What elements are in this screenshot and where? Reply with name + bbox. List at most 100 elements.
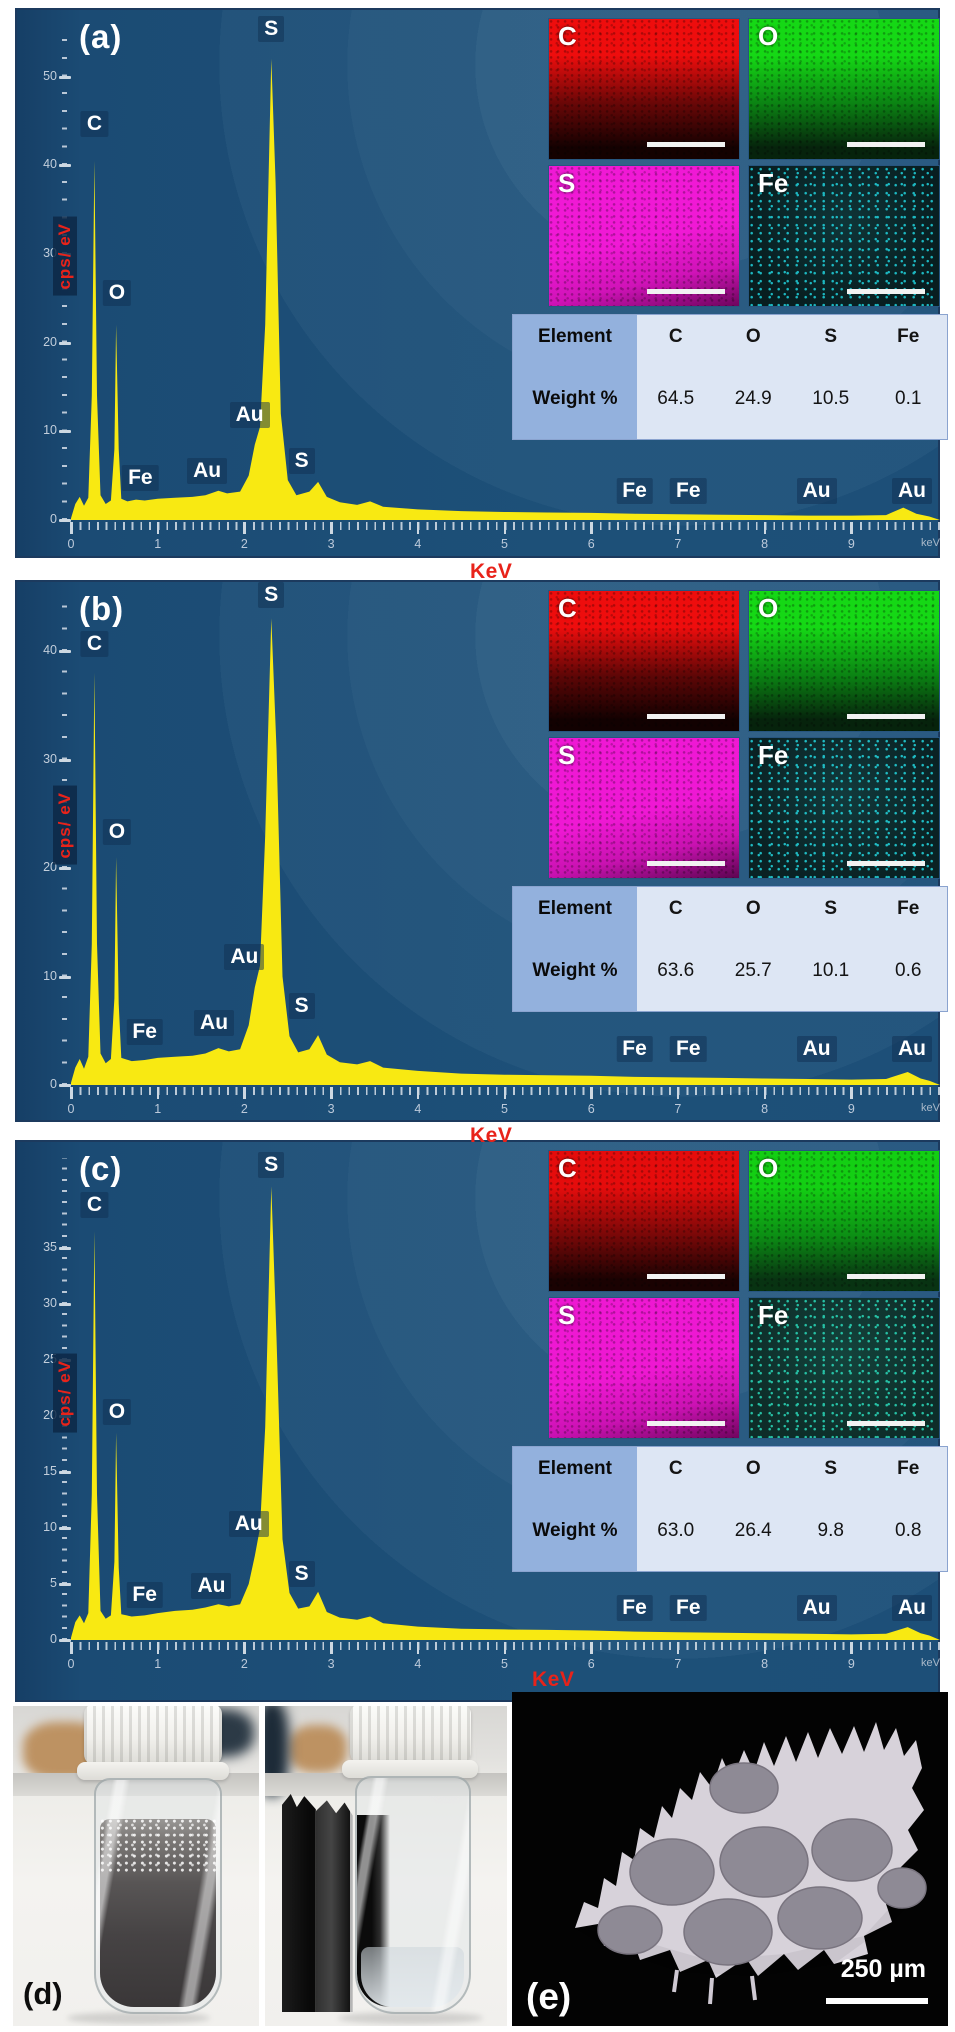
panel-e-label: (e) <box>526 1976 572 2017</box>
table-weight-value: 10.5 <box>792 359 870 439</box>
vial-body <box>354 1776 471 2014</box>
y-axis-major-tick <box>59 1084 71 1087</box>
element-map-c: C <box>548 18 740 160</box>
peak-label-fe: Fe <box>670 477 707 504</box>
peak-label-fe: Fe <box>126 1582 163 1609</box>
table-weight-value: 0.8 <box>869 1491 947 1571</box>
x-axis-tick-label: 9 <box>847 537 855 551</box>
peak-label-au: Au <box>891 1594 932 1621</box>
y-axis-title: cps/ eV <box>53 1353 77 1433</box>
sem-scale-bar-label: 250 µm <box>840 1955 926 1983</box>
x-axis-tick-label: 2 <box>240 1657 248 1671</box>
photo-vial-magnet-separation <box>265 1706 507 2026</box>
x-axis-major-tick <box>676 1642 680 1654</box>
x-axis-major-tick <box>503 1087 506 1099</box>
peak-label-fe: Fe <box>616 1594 653 1621</box>
table-column-header: Fe <box>869 315 947 359</box>
weight-percent-table: Element C O S Fe Weight % 64.5 24.9 10.5 0.1 <box>512 314 948 440</box>
element-map-fe: Fe <box>748 165 940 307</box>
x-axis-tick-label: 1 <box>154 1657 162 1671</box>
map-element-label: S <box>558 740 576 770</box>
map-element-label: C <box>558 1153 577 1183</box>
peak-label-s: S <box>288 447 315 474</box>
vial-with-black-dispersion <box>13 1706 259 2026</box>
x-axis-major-tick <box>156 1087 160 1099</box>
y-axis-major-tick <box>59 519 71 522</box>
x-axis-tick-label: 5 <box>501 1102 508 1116</box>
fe-speckles <box>749 166 939 306</box>
map-noise-texture <box>749 1151 939 1291</box>
map-scale-bar <box>647 714 725 719</box>
peak-label-au: Au <box>229 402 270 429</box>
peak-label-au: Au <box>796 1036 837 1063</box>
table-weight-value: 0.6 <box>869 931 947 1011</box>
map-element-label: S <box>558 168 576 198</box>
x-axis-tick-label: 2 <box>240 1102 248 1116</box>
x-axis-major-tick <box>763 522 767 534</box>
table-row-label: Weight % <box>513 1491 637 1571</box>
table-weight-value: 26.4 <box>714 1491 792 1571</box>
map-scale-bar <box>847 714 925 719</box>
x-axis-tick-label: 8 <box>761 537 769 551</box>
x-axis-tick-label: 7 <box>674 1102 682 1116</box>
peak-label-au: Au <box>891 1036 932 1063</box>
x-axis-tick-label: 0 <box>67 1102 75 1116</box>
table-weight-value: 9.8 <box>792 1491 870 1571</box>
panel-letter-label: (a) <box>79 18 123 55</box>
y-axis-tick-label: 10 <box>43 1520 57 1534</box>
x-axis-major-tick <box>590 1642 593 1654</box>
x-axis-tick-label: 6 <box>587 1657 595 1671</box>
y-axis-major-tick <box>59 758 71 762</box>
map-element-label: C <box>558 593 577 623</box>
peak-label-au: Au <box>194 1010 235 1037</box>
x-axis-major-tick <box>243 522 246 534</box>
y-axis-major-tick <box>59 1583 71 1586</box>
x-axis-unit-label: keV <box>921 537 940 549</box>
element-map-o: O <box>748 18 940 160</box>
map-element-label: Fe <box>758 740 789 770</box>
glass-highlight <box>356 1778 469 2012</box>
table-column-header: C <box>637 1447 715 1491</box>
peak-label-au: Au <box>891 477 932 504</box>
x-axis-tick-label: 8 <box>761 1102 769 1116</box>
x-axis-major-tick <box>850 1087 853 1099</box>
map-scale-bar <box>847 861 925 866</box>
peak-label-c: C <box>80 631 108 658</box>
x-axis-major-tick <box>156 522 160 534</box>
peak-label-c: C <box>80 1192 108 1219</box>
x-axis-major-tick <box>416 1087 420 1099</box>
map-noise-texture <box>549 738 739 878</box>
peak-label-c: C <box>80 111 108 138</box>
map-element-label: Fe <box>758 1300 789 1330</box>
table-header-element: Element <box>513 315 637 359</box>
peak-label-o: O <box>102 819 132 846</box>
element-map-s: S <box>548 165 740 307</box>
x-axis-tick-label: 7 <box>674 1657 682 1671</box>
table-column-header: S <box>792 315 870 359</box>
y-axis-major-tick <box>59 1639 71 1642</box>
peak-label-au: Au <box>187 458 228 485</box>
table-column-header: S <box>792 887 870 931</box>
y-axis-major-tick <box>59 341 71 345</box>
element-map-c: C <box>548 1150 740 1292</box>
x-axis-tick-label: 6 <box>587 1102 595 1116</box>
peak-label-o: O <box>102 279 132 306</box>
x-axis-tick-label: 7 <box>674 537 682 551</box>
y-axis-major-tick <box>59 75 71 79</box>
table-column-header: C <box>637 315 715 359</box>
x-axis-major-tick <box>330 1087 333 1099</box>
y-axis-tick-label: 20 <box>43 1408 57 1422</box>
x-axis-major-tick <box>243 1087 246 1099</box>
y-axis-tick-label: 0 <box>50 512 57 526</box>
map-noise-texture <box>549 1298 739 1438</box>
x-axis-major-tick <box>503 522 506 534</box>
peak-label-s: S <box>258 581 285 608</box>
y-axis-major-tick <box>59 867 71 870</box>
map-scale-bar <box>847 142 925 147</box>
peak-label-s: S <box>258 15 285 42</box>
photo-panel-d: (d) <box>13 1706 507 2026</box>
table-weight-value: 10.1 <box>792 931 870 1011</box>
background-cabinet <box>289 1725 348 1774</box>
x-axis-major-tick <box>676 1087 680 1099</box>
map-noise-texture <box>749 19 939 159</box>
